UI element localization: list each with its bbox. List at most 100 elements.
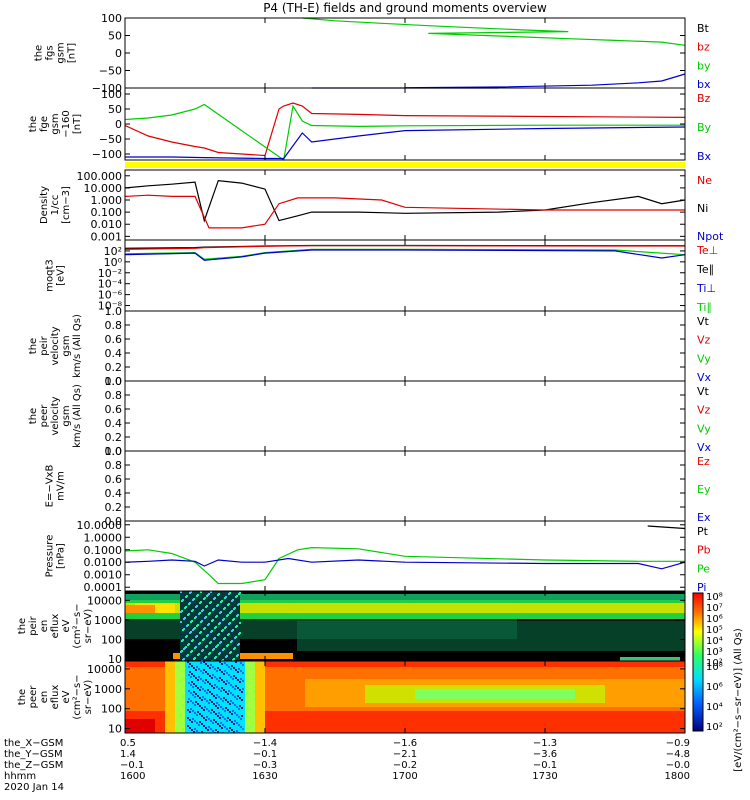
panel-frame-peer_velocity bbox=[124, 380, 686, 452]
legend-Ez: Ez bbox=[697, 455, 710, 468]
ytick-label: 0.0 bbox=[105, 375, 123, 388]
ylabel-line: the bbox=[17, 689, 28, 705]
ytick-label: 10⁻⁶ bbox=[98, 289, 123, 302]
xtick-label: −0.0 bbox=[666, 760, 690, 771]
xtick-label: 1.4 bbox=[120, 749, 136, 760]
legend-Pi: Pi bbox=[697, 581, 706, 594]
ylabel-line: the bbox=[17, 618, 28, 634]
legend-Vx: Vx bbox=[697, 371, 712, 384]
ytick-label: −100 bbox=[92, 148, 122, 161]
xtick-label: −0.1 bbox=[533, 760, 557, 771]
legend-Vy: Vy bbox=[697, 422, 711, 435]
xtick-label: −0.1 bbox=[120, 760, 144, 771]
xaxis-row-label: 2020 Jan 14 bbox=[4, 782, 64, 793]
xtick-label: 1730 bbox=[532, 771, 557, 782]
ylabel-line: Pressure bbox=[45, 535, 56, 578]
ytick-label: 0.100 bbox=[91, 206, 123, 219]
xtick-label: −3.6 bbox=[533, 749, 557, 760]
ylabel-line: moqt3 bbox=[45, 259, 56, 292]
colorbar-label: [eV/(cm²−s−sr−eV)] (All Qs) bbox=[733, 628, 744, 772]
ylabel-line: fge bbox=[39, 116, 50, 132]
ytick-label: 0.6 bbox=[105, 333, 123, 346]
xtick-label: 0.5 bbox=[120, 738, 136, 749]
ylabel-line: en bbox=[39, 620, 50, 633]
xtick-label: 1630 bbox=[252, 771, 277, 782]
ytick-label: 100 bbox=[101, 634, 122, 647]
colorbar-tick: 10⁴ bbox=[706, 702, 723, 713]
colorbar-tick: 10⁸ bbox=[706, 592, 723, 603]
ylabel-line: [cm−3] bbox=[61, 186, 72, 224]
xtick-label: −0.1 bbox=[253, 749, 277, 760]
ytick-label: 50 bbox=[108, 30, 122, 43]
xaxis-row-label: the_X−GSM bbox=[4, 738, 63, 749]
ytick-label: 1.0 bbox=[105, 445, 123, 458]
xtick-label: −1.6 bbox=[393, 738, 417, 749]
ytick-label: 1000 bbox=[94, 683, 122, 696]
spectrogram-peir_en_eflux bbox=[125, 591, 685, 661]
ylabel-line: peer bbox=[39, 404, 50, 428]
legend-Te∥: Te∥ bbox=[696, 263, 714, 276]
ylabel-line: the bbox=[28, 116, 39, 132]
ytick-label: 0.2 bbox=[105, 431, 123, 444]
series-temperature-Ti⊥ bbox=[124, 249, 686, 261]
ylabel-line: peer bbox=[28, 685, 39, 709]
ytick-label: 0.8 bbox=[105, 459, 123, 472]
legend-Vt: Vt bbox=[697, 385, 710, 398]
ytick-label: 10⁻⁴ bbox=[98, 278, 123, 291]
legend-by: by bbox=[697, 59, 711, 72]
legend-Pb: Pb bbox=[697, 544, 711, 557]
ytick-label: 0.0 bbox=[105, 445, 123, 458]
ytick-label: 1.0 bbox=[105, 375, 123, 388]
series-density-Ni bbox=[124, 179, 686, 223]
legend-Ey: Ey bbox=[697, 483, 711, 496]
series-temperature-Te⊥ bbox=[124, 245, 685, 250]
legend-Ne: Ne bbox=[697, 174, 712, 187]
ytick-label: 0 bbox=[115, 118, 122, 131]
panel-frame-fgs_gsm bbox=[124, 17, 686, 89]
xtick-label: 1700 bbox=[392, 771, 417, 782]
xtick-label: 1800 bbox=[665, 771, 690, 782]
ylabel-line: (cm²−s− bbox=[72, 674, 83, 719]
series-fge_gsm-Bx bbox=[125, 126, 686, 160]
ytick-label: 0.0001 bbox=[84, 581, 123, 594]
spectrogram-peer_en_eflux bbox=[125, 661, 685, 733]
ytick-label: 1.000 bbox=[91, 194, 123, 207]
legend-Vx: Vx bbox=[697, 441, 712, 454]
ytick-label: −50 bbox=[99, 65, 122, 78]
ytick-label: 10.000 bbox=[84, 182, 123, 195]
colorbar-tick: 10⁶ bbox=[706, 614, 723, 625]
ylabel-line: (cm²−s− bbox=[72, 603, 83, 648]
ytick-label: 0.4 bbox=[105, 417, 123, 430]
colorbar-tick: 10⁷ bbox=[706, 603, 723, 614]
xaxis-row-label: the_Z−GSM bbox=[4, 760, 63, 771]
ylabel-line: peir bbox=[28, 615, 39, 635]
panel-frame-efield bbox=[124, 450, 686, 522]
series-fge_gsm-By bbox=[124, 103, 685, 162]
colorbar-tick: 10² bbox=[706, 658, 723, 669]
ylabel-line: gsm bbox=[61, 335, 72, 356]
ytick-label: 100.000 bbox=[77, 170, 123, 183]
ytick-label: 10000 bbox=[87, 594, 122, 607]
ylabel-line: eV bbox=[61, 619, 72, 632]
xaxis-row-label: hhmm bbox=[4, 771, 36, 782]
legend-Te⊥: Te⊥ bbox=[696, 244, 718, 257]
ytick-label: 10 bbox=[108, 653, 122, 666]
xtick-label: −1.3 bbox=[533, 738, 557, 749]
legend-bz: bz bbox=[697, 41, 710, 54]
ytick-label: 0.1000 bbox=[84, 544, 123, 557]
series-fgs_gsm-by bbox=[302, 17, 686, 46]
legend-Bz: Bz bbox=[697, 92, 711, 105]
ytick-label: 0.0010 bbox=[84, 569, 123, 582]
ylabel-line: [eV] bbox=[56, 265, 67, 286]
ylabel-line: the bbox=[34, 45, 45, 61]
ylabel-line: 1/cc bbox=[50, 195, 61, 216]
ytick-label: −100 bbox=[92, 82, 122, 95]
legend-Pt: Pt bbox=[697, 525, 709, 538]
ytick-label: 0.4 bbox=[105, 487, 123, 500]
ytick-label: 10.0000 bbox=[77, 519, 123, 532]
ylabel-line: [nPa] bbox=[56, 543, 67, 569]
legend-Pe: Pe bbox=[697, 562, 710, 575]
ytick-label: 10000 bbox=[87, 663, 122, 676]
ylabel-line: km/s (All Qs) bbox=[72, 384, 83, 448]
